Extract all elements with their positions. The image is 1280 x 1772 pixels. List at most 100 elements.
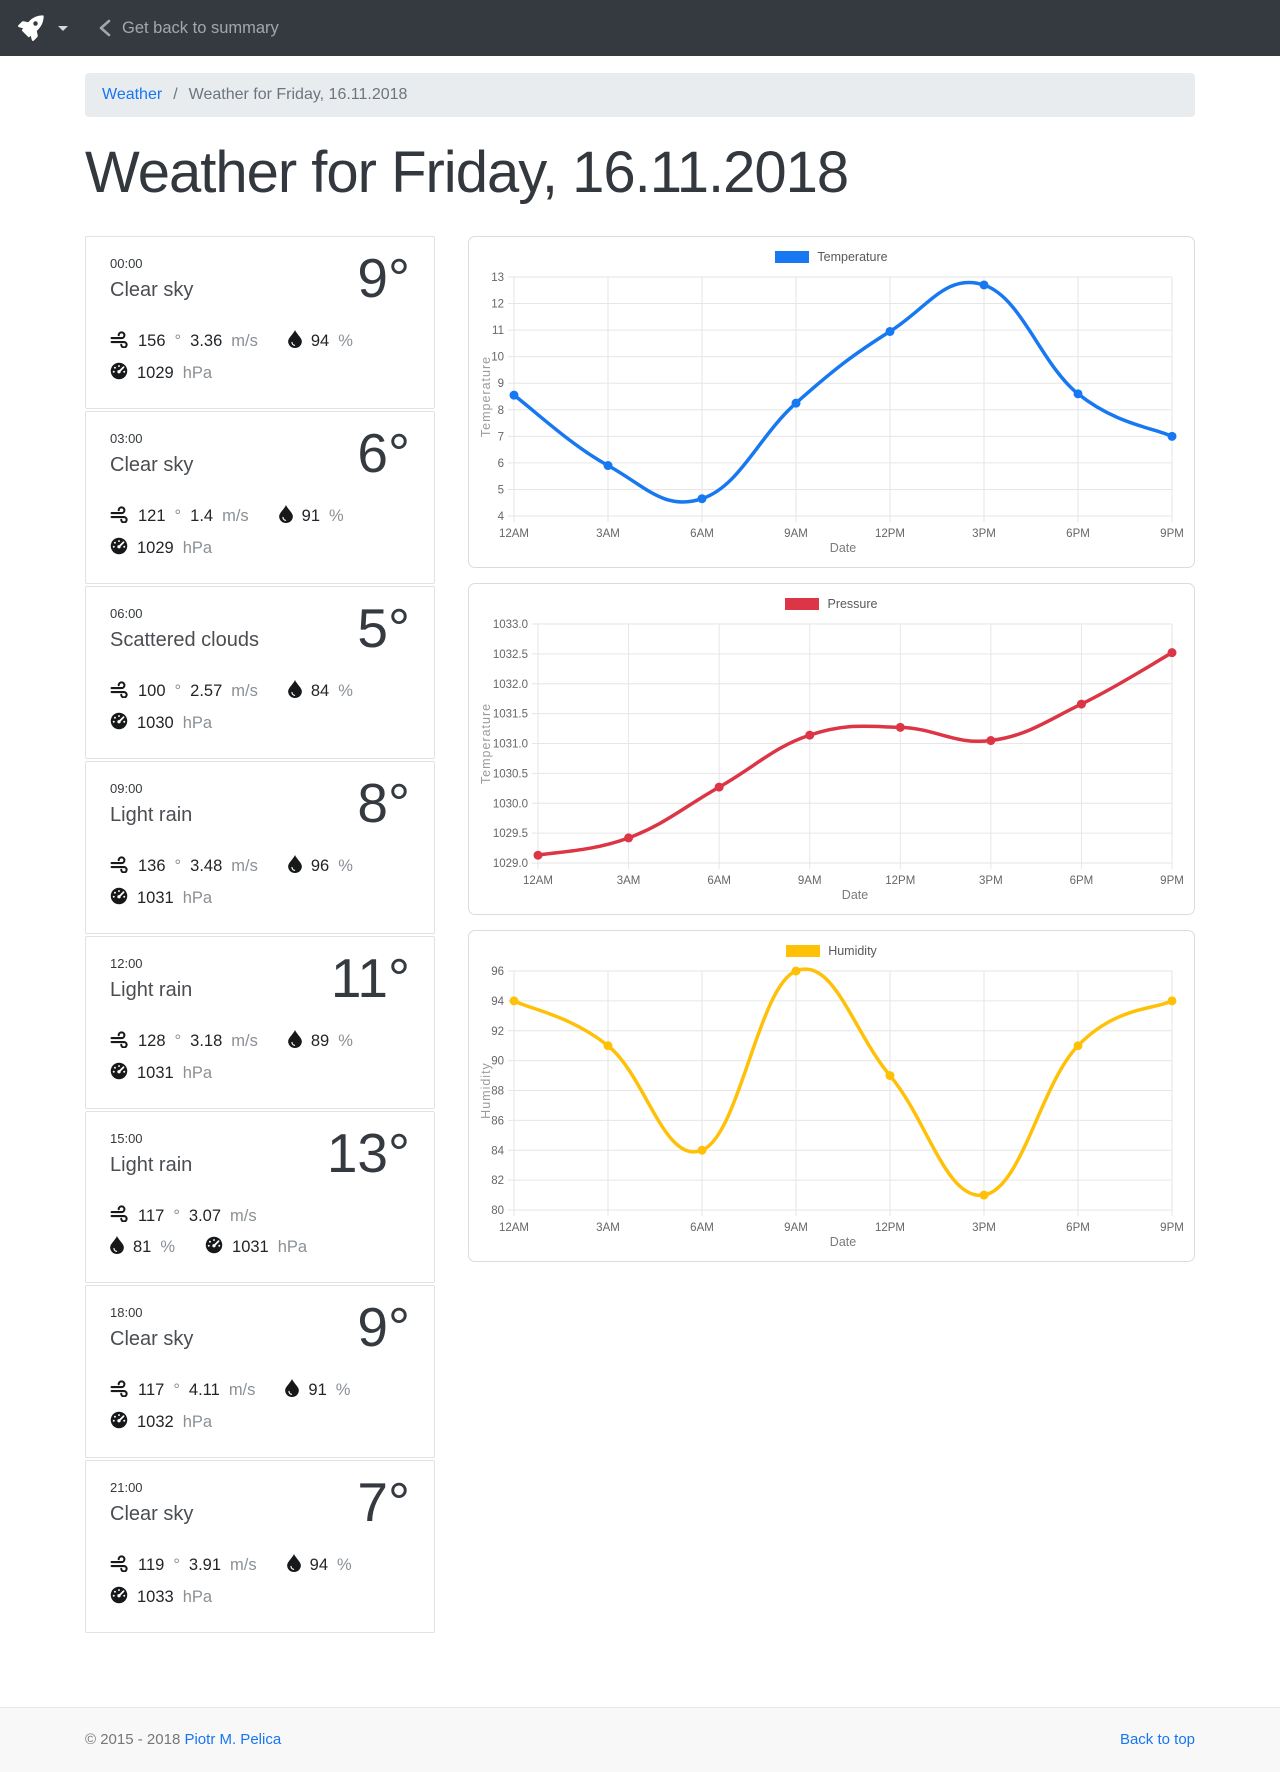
wind-icon	[110, 330, 129, 353]
wind-reading: 156 ° 3.36 m/s	[110, 330, 258, 353]
gauge-icon	[110, 887, 128, 910]
humidity-value: 91	[301, 507, 321, 525]
svg-text:84: 84	[491, 1145, 504, 1157]
svg-text:96: 96	[491, 966, 504, 978]
weather-cards-column: 00:00 Clear sky 9° 156 ° 3.36 m/s 94% 1029 hPa 03:…	[85, 236, 435, 1635]
gauge-icon	[110, 1586, 128, 1609]
svg-text:13: 13	[491, 272, 504, 284]
humidity-unit: %	[338, 1032, 353, 1050]
speed-unit: m/s	[230, 1556, 257, 1574]
svg-text:1030.5: 1030.5	[493, 768, 528, 780]
svg-text:12PM: 12PM	[885, 875, 915, 887]
card-condition: Light rain	[110, 804, 193, 826]
card-temperature: 9°	[357, 1296, 410, 1358]
wind-direction-value: 117	[138, 1381, 165, 1399]
svg-text:82: 82	[491, 1175, 504, 1187]
speed-unit: m/s	[222, 507, 249, 525]
droplet-icon	[110, 1236, 124, 1259]
card-condition: Clear sky	[110, 1328, 194, 1350]
wind-icon	[110, 1379, 129, 1402]
svg-text:3PM: 3PM	[972, 1222, 996, 1234]
gauge-icon	[110, 537, 128, 560]
pressure-legend-swatch	[785, 598, 820, 610]
svg-text:12AM: 12AM	[499, 528, 529, 540]
wind-direction-value: 100	[138, 682, 166, 700]
author-link[interactable]: Piotr M. Pelica	[184, 1731, 282, 1748]
card-time: 15:00	[110, 1131, 143, 1146]
wind-reading: 117 ° 4.11 m/s	[110, 1379, 255, 1402]
pressure-chart-legend[interactable]: Pressure	[478, 593, 1185, 615]
card-condition: Light rain	[110, 1154, 193, 1176]
breadcrumb: Weather / Weather for Friday, 16.11.2018	[85, 73, 1195, 117]
wind-icon	[110, 505, 129, 528]
card-time: 12:00	[110, 956, 143, 971]
pressure-value: 1033	[137, 1588, 174, 1606]
wind-icon	[110, 855, 129, 878]
card-temperature: 8°	[357, 772, 410, 834]
temperature-line-chart[interactable]: 4 5 6 7 8 9 10 11 12 13 12AM 3AM 6AM 9AM 12PM 3PM 6PM 9PM…	[478, 268, 1188, 558]
svg-text:6PM: 6PM	[1070, 875, 1094, 887]
svg-text:3PM: 3PM	[972, 528, 996, 540]
humidity-legend-label: Humidity	[828, 944, 877, 958]
svg-text:7: 7	[498, 431, 504, 443]
degree-unit: °	[174, 857, 182, 875]
humidity-unit: %	[338, 857, 353, 875]
pressure-unit: hPa	[182, 889, 213, 907]
svg-text:1031.0: 1031.0	[493, 739, 528, 751]
droplet-icon	[285, 1379, 300, 1402]
pressure-value: 1031	[232, 1238, 269, 1256]
gauge-icon	[110, 362, 128, 385]
card-time: 06:00	[110, 606, 143, 621]
card-details: 119 ° 3.91 m/s 94% 1033 hPa	[110, 1554, 410, 1609]
svg-text:12PM: 12PM	[875, 528, 905, 540]
svg-text:6PM: 6PM	[1066, 1222, 1090, 1234]
card-condition: Clear sky	[110, 454, 194, 476]
svg-text:12PM: 12PM	[875, 1222, 905, 1234]
humidity-legend-swatch	[786, 945, 821, 957]
speed-unit: m/s	[231, 857, 258, 875]
svg-text:88: 88	[491, 1086, 504, 1098]
wind-speed-value: 3.36	[190, 332, 223, 350]
temperature-chart-legend[interactable]: Temperature	[478, 246, 1185, 268]
pressure-line-chart[interactable]: 1029.0 1029.5 1030.0 1030.5 1031.0 1031.5 1032…	[478, 615, 1188, 905]
pressure-unit: hPa	[277, 1238, 308, 1256]
card-temperature: 9°	[357, 247, 410, 309]
humidity-value: 84	[310, 682, 330, 700]
svg-text:90: 90	[491, 1056, 504, 1068]
weather-card: 18:00 Clear sky 9° 117 ° 4.11 m/s 91% 1032 hPa	[85, 1285, 435, 1458]
card-details: 156 ° 3.36 m/s 94% 1029 hPa	[110, 330, 410, 385]
pressure-unit: hPa	[182, 1064, 213, 1082]
svg-text:9AM: 9AM	[784, 528, 808, 540]
droplet-icon	[288, 680, 302, 703]
card-time: 21:00	[110, 1480, 143, 1495]
wind-speed-value: 3.91	[188, 1556, 222, 1574]
svg-text:9: 9	[498, 378, 504, 390]
card-details: 136 ° 3.48 m/s 96% 1031 hPa	[110, 855, 410, 910]
svg-text:9AM: 9AM	[798, 875, 822, 887]
card-details: 121 ° 1.4 m/s 91% 1029 hPa	[110, 505, 410, 560]
copyright: © 2015 - 2018 Piotr M. Pelica	[85, 1731, 281, 1748]
svg-text:Temperature: Temperature	[479, 703, 493, 784]
svg-text:12AM: 12AM	[523, 875, 553, 887]
pressure-legend-label: Pressure	[827, 597, 878, 611]
humidity-line-chart[interactable]: 80 82 84 86 88 90 92 94 96 12AM 3AM 6AM 9AM 12PM 3PM 6P…	[478, 962, 1188, 1252]
breadcrumb-weather-link[interactable]: Weather	[102, 86, 163, 103]
humidity-chart-legend[interactable]: Humidity	[478, 940, 1185, 962]
svg-text:3AM: 3AM	[596, 1222, 620, 1234]
svg-text:Date: Date	[842, 888, 868, 902]
temperature-chart-card: Temperature 4 5 6 7 8 9 10 11 12 13 12AM 3AM 6AM 9AM 1…	[468, 236, 1195, 568]
wind-speed-value: 1.4	[190, 507, 214, 525]
back-to-top-link[interactable]: Back to top	[1119, 1731, 1195, 1748]
card-temperature: 13°	[326, 1122, 410, 1184]
gauge-icon	[205, 1236, 223, 1259]
weather-card: 09:00 Light rain 8° 136 ° 3.48 m/s 96% 1031 hPa	[85, 761, 435, 934]
svg-text:1033.0: 1033.0	[493, 619, 528, 631]
navbar-brand-dropdown[interactable]	[18, 15, 68, 41]
humidity-chart-card: Humidity 80 82 84 86 88 90 92 94 96 12AM 3AM 6AM 9AM…	[468, 930, 1195, 1262]
back-to-summary-link[interactable]: Get back to summary	[98, 19, 279, 38]
droplet-reading: 91%	[285, 1379, 350, 1402]
weather-card: 00:00 Clear sky 9° 156 ° 3.36 m/s 94% 1029 hPa	[85, 236, 435, 409]
pressure-value: 1031	[137, 889, 174, 907]
page-footer: © 2015 - 2018 Piotr M. Pelica Back to to…	[0, 1707, 1280, 1772]
pressure-unit: hPa	[182, 539, 213, 557]
